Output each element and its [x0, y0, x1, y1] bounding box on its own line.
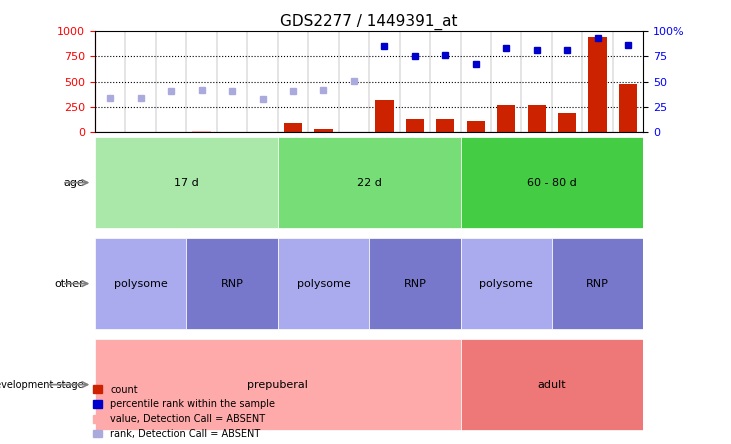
Text: 60 - 80 d: 60 - 80 d — [527, 178, 577, 188]
Bar — [466, 121, 485, 132]
Text: RNP: RNP — [221, 278, 243, 289]
Text: development stage: development stage — [0, 380, 84, 390]
Text: 22 d: 22 d — [357, 178, 382, 188]
Bar — [345, 131, 363, 132]
Bar — [162, 131, 181, 132]
Text: prepuberal: prepuberal — [247, 380, 308, 390]
FancyBboxPatch shape — [461, 137, 643, 228]
Bar — [101, 131, 119, 132]
FancyBboxPatch shape — [278, 238, 369, 329]
Bar — [436, 119, 455, 132]
Bar — [558, 113, 576, 132]
Title: GDS2277 / 1449391_at: GDS2277 / 1449391_at — [281, 13, 458, 30]
Bar — [375, 100, 393, 132]
FancyBboxPatch shape — [369, 238, 461, 329]
FancyBboxPatch shape — [95, 339, 461, 430]
FancyBboxPatch shape — [95, 137, 278, 228]
Bar — [223, 131, 241, 132]
FancyBboxPatch shape — [461, 238, 552, 329]
Legend: count, percentile rank within the sample, value, Detection Call = ABSENT, rank, : count, percentile rank within the sample… — [93, 385, 275, 439]
FancyBboxPatch shape — [552, 238, 643, 329]
Text: polysome: polysome — [114, 278, 167, 289]
Bar — [588, 37, 607, 132]
FancyBboxPatch shape — [278, 137, 461, 228]
Bar — [497, 105, 515, 132]
Text: 17 d: 17 d — [174, 178, 199, 188]
Text: other: other — [54, 278, 84, 289]
Text: polysome: polysome — [297, 278, 350, 289]
Text: age: age — [63, 178, 84, 188]
Bar — [192, 131, 211, 132]
Bar — [132, 131, 150, 132]
Text: RNP: RNP — [404, 278, 426, 289]
Bar — [406, 119, 424, 132]
Text: adult: adult — [537, 380, 567, 390]
Text: polysome: polysome — [480, 278, 533, 289]
Bar — [284, 123, 302, 132]
Bar — [619, 83, 637, 132]
FancyBboxPatch shape — [461, 339, 643, 430]
FancyBboxPatch shape — [186, 238, 278, 329]
Bar — [528, 105, 546, 132]
Bar — [314, 129, 333, 132]
FancyBboxPatch shape — [95, 238, 186, 329]
Text: RNP: RNP — [586, 278, 609, 289]
